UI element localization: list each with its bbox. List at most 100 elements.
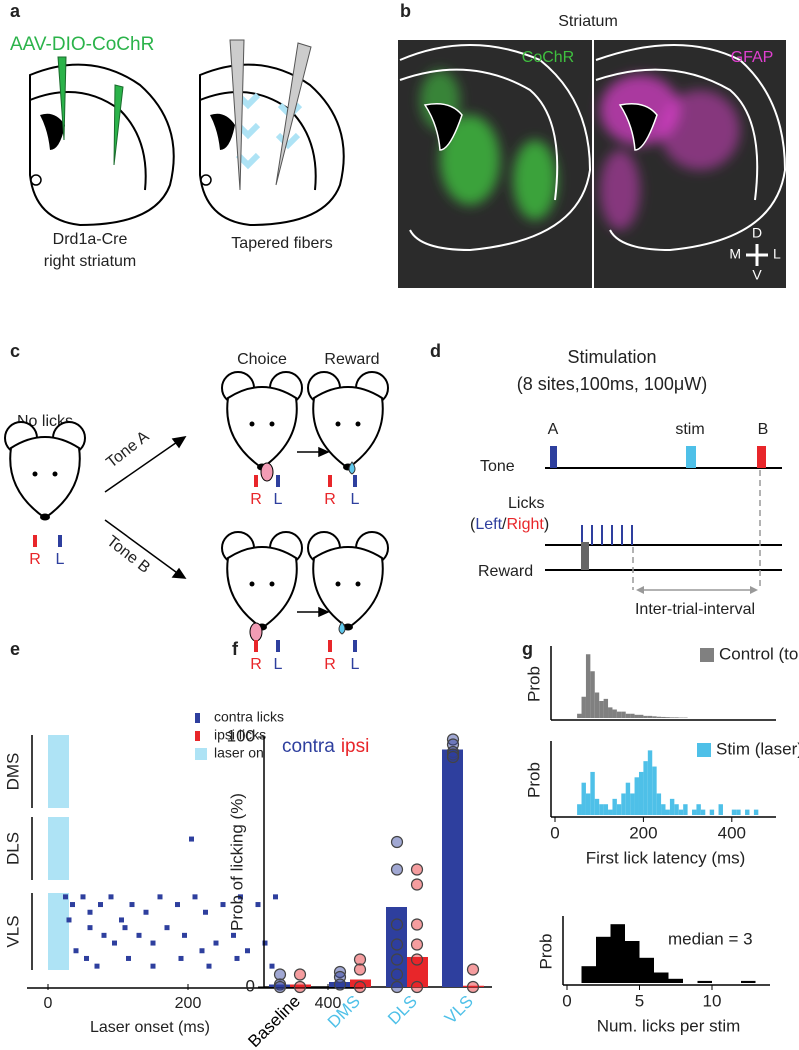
- port-label: L: [274, 656, 283, 673]
- lick-port-labels: R L R L R L R L R L: [29, 491, 359, 673]
- compass-label: D: [752, 225, 762, 241]
- legend-swatch: [700, 648, 714, 662]
- hist-bar: [652, 716, 657, 718]
- animal-dot: [390, 938, 404, 951]
- hist-bar: [581, 966, 596, 983]
- hist-bar: [610, 924, 625, 983]
- interval-label: Inter-trial-interval: [635, 601, 755, 618]
- left-word: Left: [475, 516, 502, 533]
- lick-mark: [119, 917, 124, 923]
- laser-shade: [48, 735, 69, 808]
- hist-bar: [647, 750, 653, 815]
- hist-bar: [669, 717, 675, 718]
- hist-bar: [612, 709, 617, 718]
- mouse-line: right striatum: [44, 253, 136, 270]
- lick-mark: [63, 894, 68, 900]
- legend-swatch: [195, 748, 207, 760]
- hist-bar: [696, 804, 701, 815]
- hist-bar: [603, 804, 609, 815]
- hist-bar: [621, 711, 626, 718]
- animal-dot: [390, 863, 404, 876]
- x-tick-label: 200: [629, 823, 657, 842]
- animal-dot: [410, 863, 424, 876]
- lick-mark: [182, 932, 187, 938]
- hist-bar: [585, 793, 591, 815]
- y-axis-label: Prob: [536, 934, 555, 970]
- hist-bar: [608, 707, 613, 718]
- legend-label: Stim (laser): [716, 739, 799, 758]
- group-label: VLS: [3, 915, 22, 947]
- lick-mark: [164, 925, 170, 931]
- y-tick-label: 0: [246, 976, 255, 995]
- timeline: [545, 446, 782, 594]
- animal-dot: [353, 963, 367, 976]
- lick-mark: [262, 940, 268, 946]
- hist-bar: [692, 809, 697, 815]
- hist-bar: [625, 782, 631, 815]
- legend-label: Control (tone): [719, 644, 799, 663]
- column-title: Choice: [237, 351, 287, 368]
- compass-label: M: [729, 246, 741, 262]
- lick-mark: [269, 963, 275, 969]
- lick-mark: [129, 902, 135, 908]
- x-tick-label: Baseline: [244, 992, 304, 1050]
- animal-dot: [410, 918, 424, 931]
- lick-mark: [273, 894, 278, 900]
- animal-dot: [390, 968, 404, 981]
- bar: [350, 979, 371, 987]
- y-axis-label: Prob: [524, 762, 543, 798]
- lick-mark: [66, 917, 72, 923]
- laser-shade: [48, 893, 69, 970]
- hist-bar: [612, 798, 617, 815]
- panel-letter: a: [10, 1, 21, 21]
- lick-mark: [199, 948, 205, 954]
- hist-bar: [581, 696, 586, 718]
- hist-bar: [590, 671, 595, 718]
- lick-mark: [94, 963, 100, 969]
- row-label: (Left/Right): [470, 516, 549, 533]
- legend-label: laser on: [214, 745, 264, 761]
- port-label: L: [274, 491, 283, 508]
- animal-dot: [390, 918, 404, 931]
- hist-bar: [753, 809, 759, 815]
- animal-dot: [273, 968, 287, 981]
- port-label: R: [250, 491, 262, 508]
- lick-mark: [112, 940, 117, 946]
- hist-bar: [647, 715, 653, 718]
- hist-bar: [630, 713, 635, 718]
- hist-bar: [643, 715, 648, 718]
- paren: ): [544, 516, 549, 533]
- compass: D M L V: [729, 225, 781, 283]
- hist-bar: [594, 798, 600, 815]
- x-tick-label: 0: [550, 823, 559, 842]
- bar: [463, 985, 484, 987]
- lick-mark: [220, 902, 226, 908]
- hist-bar: [630, 793, 635, 815]
- row-label: Reward: [478, 563, 533, 580]
- x-tick-label: VLS: [441, 992, 477, 1028]
- legend-swatch: [195, 731, 200, 741]
- bar: [290, 984, 311, 987]
- lick-mark: [255, 902, 261, 908]
- x-axis-label: First lick latency (ms): [586, 848, 746, 867]
- animal-dot: [466, 963, 480, 976]
- lick-mark: [213, 940, 219, 946]
- hist-bar: [638, 771, 644, 815]
- event-label: A: [548, 421, 559, 438]
- animal-dot: [410, 878, 424, 891]
- right-word: Right: [506, 516, 544, 533]
- animal-dot: [390, 835, 404, 849]
- hist-bar: [656, 716, 662, 718]
- hist-bar: [625, 713, 631, 718]
- hist-bar: [596, 936, 611, 983]
- bar: [329, 982, 350, 987]
- lick-mark: [80, 894, 86, 900]
- legend: contra ipsi: [282, 736, 369, 757]
- tone-label: Tone B: [103, 533, 153, 577]
- panel-letter: b: [400, 1, 411, 21]
- bar: [407, 957, 428, 987]
- group-label: DMS: [3, 753, 22, 791]
- hist-bar: [700, 809, 706, 815]
- fiber-label: Tapered fibers: [231, 235, 332, 252]
